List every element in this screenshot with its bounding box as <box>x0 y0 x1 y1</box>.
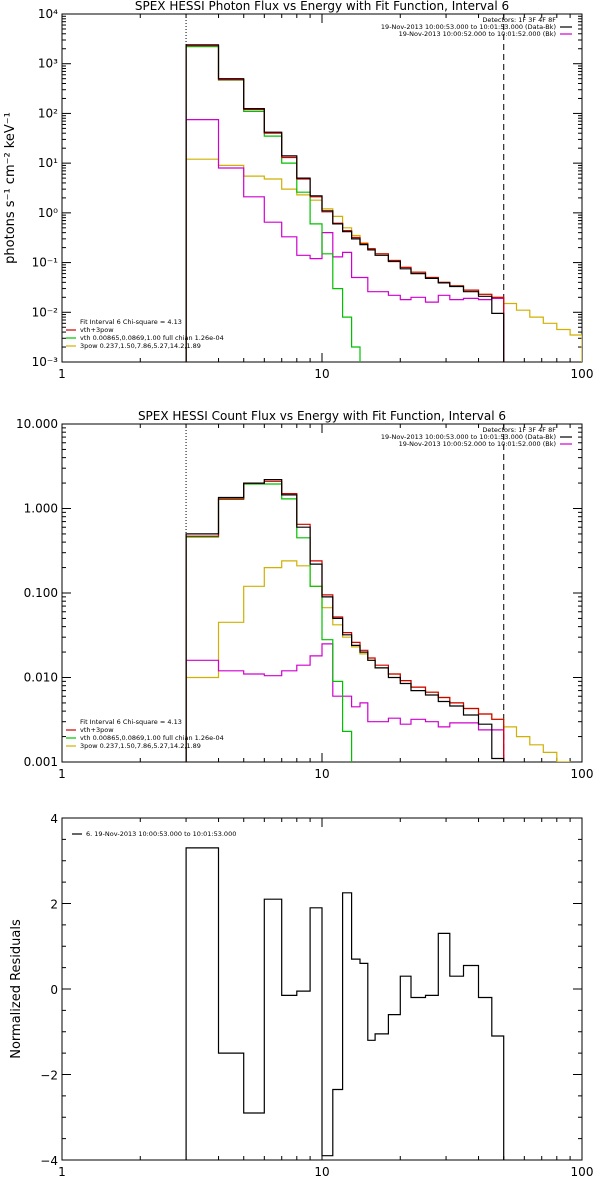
resid-series-6-19-nov-2013-10-00-53-000-to-10-01-53-000 <box>185 847 505 1160</box>
count-legend-bottomleft-label: Fit Interval 6 Chi-square = 4.13 <box>80 718 182 726</box>
count-y-tick-label: 0.001 <box>24 755 58 769</box>
resid-x-tick-label: 1 <box>58 1165 66 1179</box>
count-legend-bottomleft-label: vth 0.00865,0.0869,1.00 full chian 1.26e… <box>80 734 224 742</box>
resid-y-tick-label: 0 <box>50 983 58 997</box>
photon-y-tick-label: 10² <box>38 106 58 120</box>
photon-legend-bottomleft-label: vth+3pow <box>80 326 114 334</box>
count-y-tick-label: 1.000 <box>24 502 58 516</box>
photon-series-vth <box>185 46 369 362</box>
photon-y-tick-label: 10³ <box>38 57 58 71</box>
resid-x-tick-label: 100 <box>571 1165 594 1179</box>
count-legend-bottomleft-label: 3pow 0.237,1.50,7.86,5.27,14.2,1.89 <box>80 742 201 750</box>
photon-series-data-bk <box>185 44 505 362</box>
photon-y-tick-label: 10⁻³ <box>32 355 59 369</box>
count-series-data-bk <box>185 479 505 762</box>
photon-y-tick-label: 10⁴ <box>38 7 58 21</box>
photon-y-tick-label: 10⁻² <box>32 305 59 319</box>
photon-legend-topright-label: 19-Nov-2013 10:00:53.000 to 10:01:53.000… <box>381 23 556 31</box>
count-legend-topright-label: 19-Nov-2013 10:00:53.000 to 10:01:53.000… <box>381 433 556 441</box>
count-x-tick-label: 100 <box>571 767 594 781</box>
photon-series-3pow <box>185 158 582 362</box>
resid-x-tick-label: 10 <box>314 1165 329 1179</box>
photon-legend-topright-label: 19-Nov-2013 10:00:52.000 to 10:01:52.000… <box>399 30 556 38</box>
count-series-3pow <box>185 560 582 762</box>
photon-x-tick-label: 1 <box>58 367 66 381</box>
resid-y-tick-label: 4 <box>50 812 58 826</box>
photon-legend-bottomleft-label: Fit Interval 6 Chi-square = 4.13 <box>80 318 182 326</box>
photon-legend-bottomleft-label: 3pow 0.237,1.50,7.86,5.27,14.2,1.89 <box>80 342 201 350</box>
count-series-vth <box>185 483 353 762</box>
count-legend-bottomleft-label: vth+3pow <box>80 726 114 734</box>
count-y-tick-label: 0.100 <box>24 586 58 600</box>
resid-y-axis-label: Normalized Residuals <box>9 919 24 1059</box>
resid-legend-topleft-label: 6. 19-Nov-2013 10:00:53.000 to 10:01:53.… <box>86 830 236 838</box>
photon-chart-title: SPEX HESSI Photon Flux vs Energy with Fi… <box>135 0 509 13</box>
photon-x-tick-label: 10 <box>314 367 329 381</box>
count-chart-title: SPEX HESSI Count Flux vs Energy with Fit… <box>138 409 506 423</box>
photon-series-vth-3pow <box>185 45 505 362</box>
resid-y-tick-label: 2 <box>50 898 58 912</box>
photon-series-bk <box>185 119 505 362</box>
count-y-tick-label: 10.000 <box>16 417 58 431</box>
photon-y-axis-label: photons s⁻¹ cm⁻² keV⁻¹ <box>3 112 18 264</box>
photon-y-tick-label: 10¹ <box>38 156 58 170</box>
photon-legend-topright-label: Detectors: 1F 3F 4F 8F <box>482 16 556 24</box>
resid-y-tick-label: −4 <box>40 1154 58 1168</box>
photon-legend-bottomleft-label: vth 0.00865,0.0869,1.00 full chian 1.26e… <box>80 334 224 342</box>
count-series-bk <box>185 643 505 762</box>
photon-y-tick-label: 10⁰ <box>38 206 58 220</box>
count-x-tick-label: 10 <box>314 767 329 781</box>
count-legend-topright-label: Detectors: 1F 3F 4F 8F <box>482 426 556 434</box>
photon-y-tick-label: 10⁻¹ <box>32 256 59 270</box>
count-x-tick-label: 1 <box>58 767 66 781</box>
count-series-vth-3pow <box>185 480 505 762</box>
resid-y-tick-label: −2 <box>40 1069 58 1083</box>
count-legend-topright-label: 19-Nov-2013 10:00:52.000 to 10:01:52.000… <box>399 440 556 448</box>
photon-x-tick-label: 100 <box>571 367 594 381</box>
count-y-tick-label: 0.010 <box>24 671 58 685</box>
